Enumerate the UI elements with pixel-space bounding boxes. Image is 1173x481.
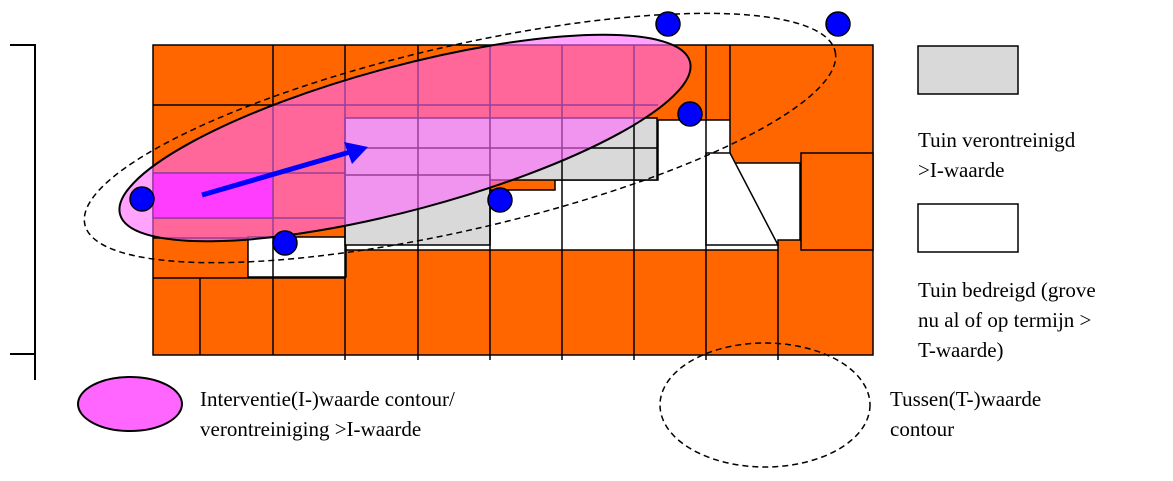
sample-point	[487, 187, 513, 213]
flow-arrow	[201, 142, 368, 198]
legend-t-contour-label-2: contour	[890, 417, 955, 441]
legend-swatch-intervention	[77, 376, 183, 432]
legend-polluted-label-2: >I-waarde	[918, 158, 1005, 182]
legend-threatened-label-2: nu al of op termijn >	[918, 308, 1092, 332]
threatened-gardens	[247, 119, 801, 278]
legend-swatch-threatened	[917, 203, 1019, 253]
intervention-contour	[118, 33, 692, 243]
legend-t-contour-label-1: Tussen(T-)waarde	[890, 387, 1042, 411]
sample-point	[655, 11, 681, 37]
sample-point	[825, 11, 851, 37]
legend-swatch-t-contour	[659, 342, 871, 468]
legend-threatened-label-3: T-waarde)	[918, 338, 1004, 362]
sample-points	[129, 11, 851, 256]
sample-point	[272, 230, 298, 256]
t-value-contour	[83, 12, 837, 264]
legend-polluted-label-1: Tuin verontreinigd	[918, 128, 1076, 152]
legend-intervention-label-2: verontreiniging >I-waarde	[200, 417, 422, 441]
right-orange-block	[800, 152, 874, 251]
left-bracket	[10, 44, 36, 355]
legend-threatened-label-1: Tuin bedreigd (grove	[918, 278, 1096, 302]
legend-intervention-label-1: Interventie(I-)waarde contour/	[200, 387, 455, 411]
legend-swatch-polluted	[917, 45, 1019, 95]
sample-point	[677, 101, 703, 127]
sample-point	[129, 186, 155, 212]
